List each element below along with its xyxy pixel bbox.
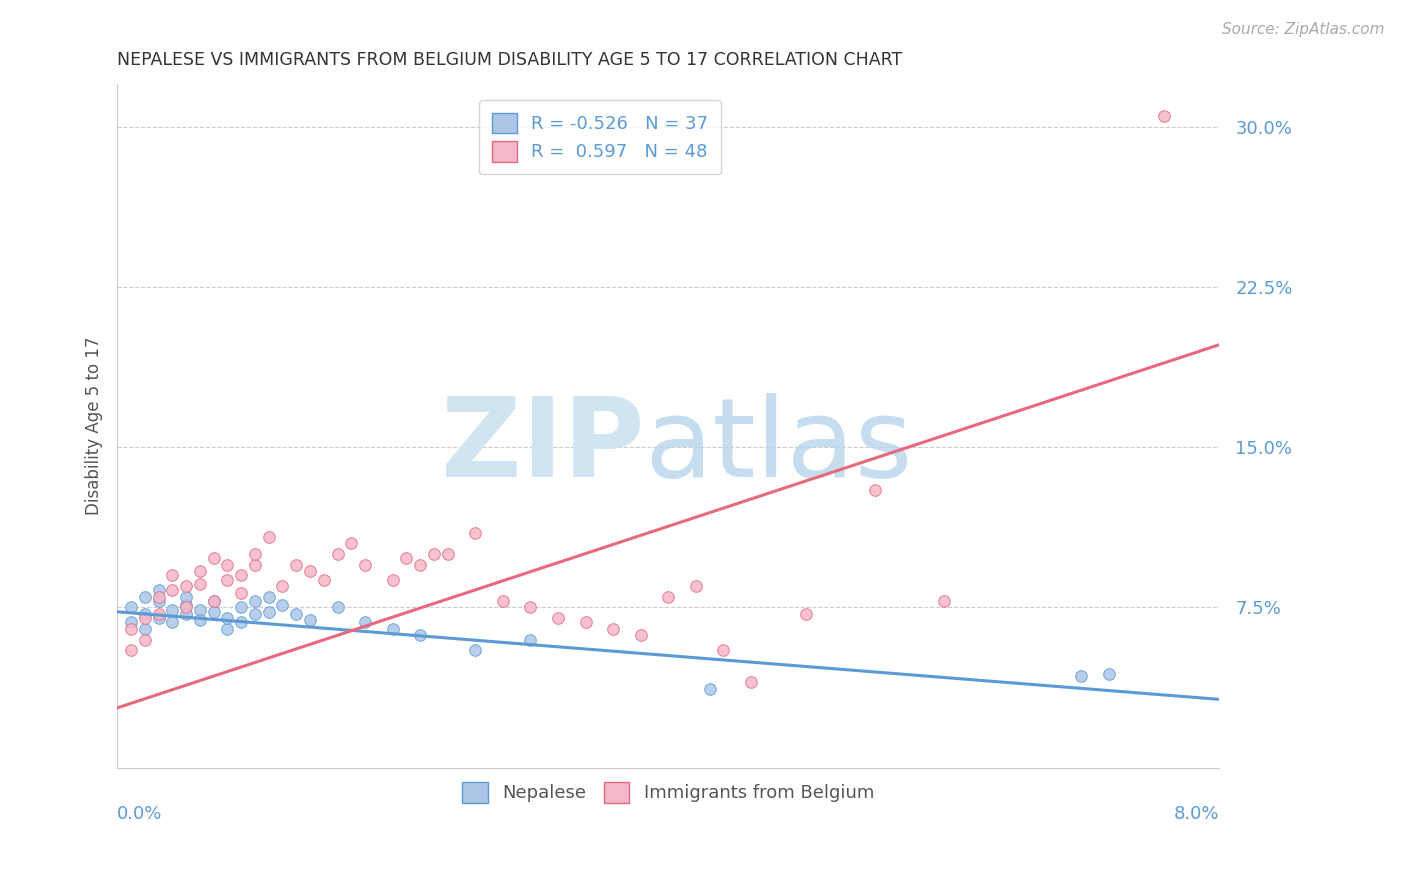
Point bbox=[243, 558, 266, 572]
Point bbox=[148, 590, 170, 604]
Point bbox=[299, 613, 322, 627]
Point bbox=[148, 607, 170, 621]
Point bbox=[381, 573, 404, 587]
Point bbox=[231, 600, 253, 615]
Point bbox=[162, 583, 184, 598]
Point bbox=[162, 615, 184, 630]
Point bbox=[519, 632, 541, 647]
Point bbox=[202, 551, 225, 566]
Text: 0.0%: 0.0% bbox=[117, 805, 163, 823]
Point bbox=[436, 547, 458, 561]
Point bbox=[217, 622, 239, 636]
Point bbox=[257, 530, 280, 544]
Point bbox=[464, 525, 486, 540]
Point bbox=[202, 605, 225, 619]
Point bbox=[174, 600, 197, 615]
Point bbox=[174, 579, 197, 593]
Point bbox=[174, 599, 197, 613]
Point bbox=[174, 590, 197, 604]
Point bbox=[1098, 666, 1121, 681]
Point bbox=[120, 643, 142, 657]
Text: atlas: atlas bbox=[644, 392, 912, 500]
Point bbox=[231, 585, 253, 599]
Text: Source: ZipAtlas.com: Source: ZipAtlas.com bbox=[1222, 22, 1385, 37]
Point bbox=[711, 643, 734, 657]
Point bbox=[1153, 109, 1175, 123]
Point bbox=[492, 594, 515, 608]
Point bbox=[217, 558, 239, 572]
Point bbox=[231, 615, 253, 630]
Point bbox=[1070, 669, 1092, 683]
Point bbox=[423, 547, 446, 561]
Point bbox=[464, 643, 486, 657]
Point bbox=[409, 628, 432, 642]
Point bbox=[217, 611, 239, 625]
Point bbox=[243, 607, 266, 621]
Point bbox=[354, 558, 377, 572]
Point bbox=[381, 622, 404, 636]
Text: 8.0%: 8.0% bbox=[1174, 805, 1219, 823]
Legend: Nepalese, Immigrants from Belgium: Nepalese, Immigrants from Belgium bbox=[456, 774, 882, 810]
Text: NEPALESE VS IMMIGRANTS FROM BELGIUM DISABILITY AGE 5 TO 17 CORRELATION CHART: NEPALESE VS IMMIGRANTS FROM BELGIUM DISA… bbox=[117, 51, 903, 69]
Point bbox=[134, 632, 156, 647]
Point bbox=[231, 568, 253, 582]
Point bbox=[740, 675, 762, 690]
Point bbox=[243, 594, 266, 608]
Point bbox=[202, 594, 225, 608]
Point bbox=[120, 622, 142, 636]
Point bbox=[574, 615, 596, 630]
Point bbox=[312, 573, 335, 587]
Point bbox=[547, 611, 569, 625]
Point bbox=[285, 558, 308, 572]
Point bbox=[340, 536, 363, 550]
Point bbox=[326, 547, 349, 561]
Point bbox=[685, 579, 707, 593]
Point bbox=[257, 590, 280, 604]
Point bbox=[271, 599, 294, 613]
Point bbox=[120, 600, 142, 615]
Point bbox=[120, 615, 142, 630]
Point bbox=[409, 558, 432, 572]
Point bbox=[657, 590, 679, 604]
Point bbox=[148, 594, 170, 608]
Point bbox=[174, 607, 197, 621]
Point bbox=[794, 607, 817, 621]
Point bbox=[271, 579, 294, 593]
Y-axis label: Disability Age 5 to 17: Disability Age 5 to 17 bbox=[86, 336, 103, 516]
Point bbox=[188, 577, 211, 591]
Point bbox=[134, 590, 156, 604]
Point bbox=[188, 564, 211, 578]
Point bbox=[148, 583, 170, 598]
Point bbox=[202, 594, 225, 608]
Point bbox=[217, 573, 239, 587]
Text: ZIP: ZIP bbox=[440, 392, 644, 500]
Point bbox=[299, 564, 322, 578]
Point bbox=[188, 602, 211, 616]
Point bbox=[148, 611, 170, 625]
Point bbox=[134, 622, 156, 636]
Point bbox=[326, 600, 349, 615]
Point bbox=[243, 547, 266, 561]
Point bbox=[395, 551, 418, 566]
Point bbox=[630, 628, 652, 642]
Point bbox=[257, 605, 280, 619]
Point bbox=[162, 602, 184, 616]
Point bbox=[932, 594, 955, 608]
Point bbox=[162, 568, 184, 582]
Point bbox=[188, 613, 211, 627]
Point bbox=[602, 622, 624, 636]
Point bbox=[134, 607, 156, 621]
Point bbox=[699, 681, 721, 696]
Point bbox=[863, 483, 886, 497]
Point bbox=[285, 607, 308, 621]
Point bbox=[354, 615, 377, 630]
Point bbox=[519, 600, 541, 615]
Point bbox=[134, 611, 156, 625]
